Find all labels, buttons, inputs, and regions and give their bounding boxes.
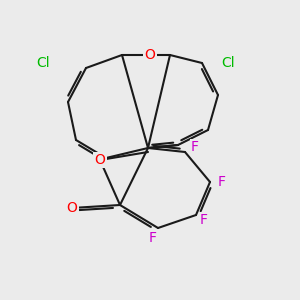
Text: O: O bbox=[145, 48, 155, 62]
Text: O: O bbox=[67, 201, 77, 215]
Text: Cl: Cl bbox=[36, 56, 50, 70]
Text: F: F bbox=[191, 140, 199, 154]
Text: F: F bbox=[149, 231, 157, 245]
Text: Cl: Cl bbox=[221, 56, 235, 70]
Text: F: F bbox=[200, 213, 208, 227]
Text: F: F bbox=[218, 175, 226, 189]
Text: O: O bbox=[94, 153, 105, 167]
